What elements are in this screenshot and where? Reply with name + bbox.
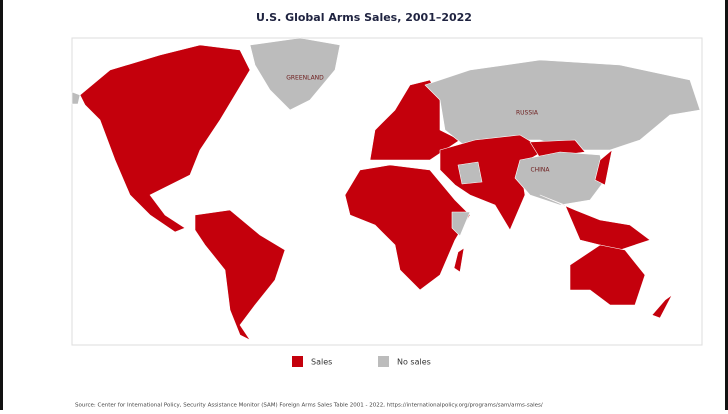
title: U.S. Global Arms Sales, 2001–2022 bbox=[256, 11, 472, 24]
horn-of-africa bbox=[451, 211, 471, 237]
source: Source: Center for International Policy,… bbox=[75, 403, 543, 409]
greenland bbox=[249, 37, 341, 111]
madagascar bbox=[453, 247, 465, 273]
legend-label: No sales bbox=[397, 358, 431, 367]
legend-swatch bbox=[292, 356, 303, 367]
edge bbox=[725, 0, 728, 410]
map bbox=[71, 37, 701, 341]
legend-swatch bbox=[378, 356, 389, 367]
new-zealand bbox=[651, 294, 673, 319]
legend-label: Sales bbox=[311, 358, 332, 367]
edge bbox=[0, 0, 3, 410]
southeast-asia bbox=[539, 194, 651, 251]
russia bbox=[424, 59, 701, 151]
japan bbox=[594, 149, 613, 186]
asia-west bbox=[439, 134, 546, 231]
south-america bbox=[194, 209, 286, 341]
australia bbox=[569, 244, 646, 306]
iran bbox=[457, 161, 483, 185]
chukotka bbox=[71, 91, 81, 105]
china bbox=[514, 151, 606, 206]
africa bbox=[344, 164, 471, 291]
north-america bbox=[79, 44, 251, 233]
map-label: RUSSIA bbox=[516, 110, 539, 117]
map-label: CHINA bbox=[530, 167, 550, 174]
map-label: GREENLAND bbox=[286, 75, 324, 82]
